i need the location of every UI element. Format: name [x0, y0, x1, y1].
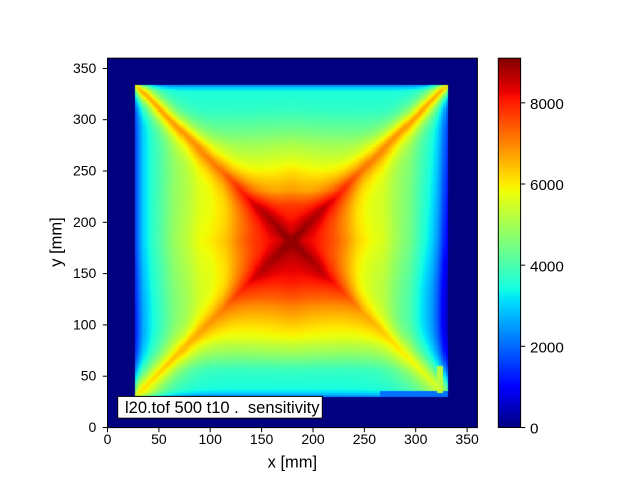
svg-text:0: 0 — [530, 421, 538, 438]
svg-text:8000: 8000 — [530, 96, 564, 113]
svg-text:50: 50 — [81, 368, 97, 384]
svg-text:250: 250 — [353, 431, 377, 447]
svg-text:100: 100 — [73, 316, 97, 332]
svg-text:200: 200 — [73, 214, 97, 230]
svg-text:4000: 4000 — [530, 258, 564, 275]
svg-text:200: 200 — [301, 431, 325, 447]
svg-text:300: 300 — [404, 431, 428, 447]
svg-text:x [mm]: x [mm] — [268, 454, 318, 472]
svg-text:150: 150 — [73, 265, 97, 281]
svg-text:300: 300 — [73, 111, 97, 127]
svg-text:350: 350 — [73, 60, 97, 76]
svg-text:350: 350 — [455, 431, 479, 447]
svg-text:y [mm]: y [mm] — [48, 217, 66, 267]
svg-text:0: 0 — [89, 419, 97, 435]
svg-text:50: 50 — [151, 431, 167, 447]
svg-text:l20.tof 500 t10 . sensitivity: l20.tof 500 t10 . sensitivity — [125, 399, 320, 417]
svg-text:100: 100 — [199, 431, 223, 447]
svg-text:2000: 2000 — [530, 339, 564, 356]
svg-text:0: 0 — [104, 431, 112, 447]
svg-text:150: 150 — [250, 431, 274, 447]
svg-text:6000: 6000 — [530, 177, 564, 194]
svg-text:250: 250 — [73, 163, 97, 179]
